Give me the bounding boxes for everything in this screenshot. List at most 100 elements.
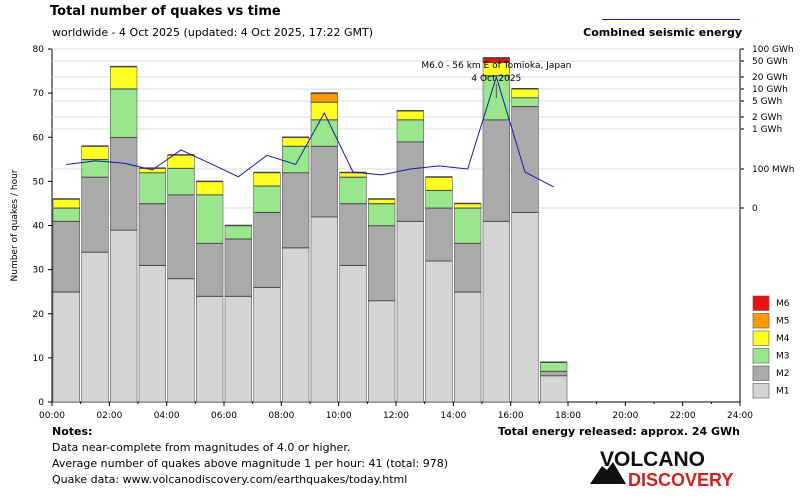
bar-M1-h1: [81, 251, 109, 403]
right-tick-label: 1 GWh: [752, 125, 782, 135]
bar-M3-h7: [253, 185, 281, 213]
energy-line: [66, 75, 554, 188]
x-tick-label: 08:00: [268, 411, 294, 421]
legend-swatch-M2: [752, 365, 770, 381]
bar-M1-h10: [339, 264, 367, 403]
bar-M2-h11: [368, 225, 396, 301]
bar-M3-h9: [310, 119, 338, 147]
bar-M3-h13: [425, 189, 453, 209]
bar-M1-h7: [253, 286, 281, 403]
bar-M4-h12: [396, 110, 424, 120]
right-tick-label: 100 MWh: [752, 165, 794, 175]
y-tick-label: 30: [33, 266, 45, 276]
chart-subtitle: worldwide - 4 Oct 2025 (updated: 4 Oct 2…: [52, 26, 374, 39]
annotation-date: 4 Oct 2025: [471, 74, 521, 84]
right-tick-label: 0: [752, 204, 758, 214]
bar-M1-h0: [52, 291, 80, 403]
y-tick-label: 10: [33, 354, 45, 364]
bar-M4-h5: [196, 181, 224, 195]
bar-M3-h16: [511, 97, 539, 107]
bar-M3-h10: [339, 176, 367, 204]
x-tick-label: 18:00: [555, 411, 581, 421]
y-tick-label: 50: [33, 177, 45, 187]
bar-M2-h4: [167, 194, 195, 279]
bar-M3-h14: [454, 207, 482, 244]
y-tick-label: 70: [33, 89, 45, 99]
x-tick-label: 22:00: [670, 411, 696, 421]
bar-M3-h3: [138, 172, 166, 204]
bar-M4-h1: [81, 145, 109, 160]
bar-M1-h12: [396, 220, 424, 403]
x-tick-label: 02:00: [96, 411, 122, 421]
bar-M2-h10: [339, 203, 367, 266]
note-line: Quake data: www.volcanodiscovery.com/ear…: [52, 473, 408, 486]
y-tick-label: 80: [33, 45, 45, 55]
y-tick-label: 40: [33, 222, 45, 232]
bar-M4-h8: [282, 136, 310, 147]
legend-label-M3: M3: [776, 352, 790, 362]
bar-M4-h13: [425, 176, 453, 191]
energy-legend-line: [602, 19, 740, 20]
bar-M3-h11: [368, 203, 396, 226]
bar-M1-h4: [167, 278, 195, 403]
bar-M3-h12: [396, 119, 424, 142]
legend-label-M5: M5: [776, 317, 790, 327]
logo-volcano-icon: [590, 462, 626, 484]
y-tick-label: 20: [33, 310, 45, 320]
annotation-title: M6.0 - 56 km E of Tomioka, Japan: [421, 61, 571, 71]
right-tick-label: 50 GWh: [752, 57, 788, 67]
legend-swatch-M4: [752, 330, 770, 346]
bar-M2-h0: [52, 220, 80, 292]
x-tick-label: 10:00: [326, 411, 352, 421]
y-axis-label: Number of quakes / hour: [10, 169, 20, 281]
y-tick-label: 0: [38, 398, 44, 408]
note-line: Data near-complete from magnitudes of 4.…: [52, 441, 351, 454]
bar-M1-h5: [196, 295, 224, 403]
bar-M2-h16: [511, 106, 539, 213]
bar-M5-h9: [310, 92, 338, 103]
bar-M3-h2: [110, 88, 138, 138]
bar-M1-h2: [110, 229, 138, 403]
notes-title: Notes:: [52, 425, 93, 438]
bar-M1-h6: [224, 295, 252, 403]
x-tick-label: 04:00: [154, 411, 180, 421]
x-tick-label: 24:00: [727, 411, 753, 421]
bar-M3-h8: [282, 145, 310, 173]
bar-M2-h13: [425, 207, 453, 262]
legend-swatch-M3: [752, 348, 770, 364]
note-line: Average number of quakes above magnitude…: [52, 457, 448, 470]
logo-line2: DISCOVERY: [628, 470, 733, 490]
bar-M2-h15: [482, 119, 510, 222]
bar-M2-h14: [454, 242, 482, 292]
x-tick-label: 16:00: [498, 411, 524, 421]
energy-legend-label: Combined seismic energy: [583, 26, 742, 39]
x-tick-label: 20:00: [612, 411, 638, 421]
bar-M4-h16: [511, 88, 539, 98]
bar-M1-h13: [425, 260, 453, 403]
bar-M2-h2: [110, 136, 138, 231]
bar-M3-h6: [224, 225, 252, 240]
right-tick-label: 20 GWh: [752, 73, 788, 83]
x-tick-label: 14:00: [440, 411, 466, 421]
right-tick-label: 10 GWh: [752, 85, 788, 95]
bar-M4-h7: [253, 172, 281, 187]
right-tick-label: 2 GWh: [752, 113, 782, 123]
x-tick-label: 12:00: [383, 411, 409, 421]
bar-M3-h5: [196, 194, 224, 244]
bar-M1-h15: [482, 220, 510, 403]
bar-M3-h0: [52, 207, 80, 222]
bar-M1-h16: [511, 211, 539, 403]
volcano-discovery-logo[interactable]: VOLCANO DISCOVERY: [586, 446, 736, 490]
bar-M4-h0: [52, 198, 80, 209]
x-tick-label: 00:00: [39, 411, 65, 421]
legend-label-M2: M2: [776, 369, 790, 379]
bar-M4-h2: [110, 66, 138, 90]
bar-M2-h6: [224, 238, 252, 297]
logo-line1: VOLCANO: [600, 448, 705, 471]
right-tick-label: 100 GWh: [752, 45, 794, 55]
bar-M2-h1: [81, 176, 109, 253]
x-tick-label: 06:00: [211, 411, 237, 421]
bar-M1-h9: [310, 216, 338, 403]
bar-M2-h5: [196, 242, 224, 297]
